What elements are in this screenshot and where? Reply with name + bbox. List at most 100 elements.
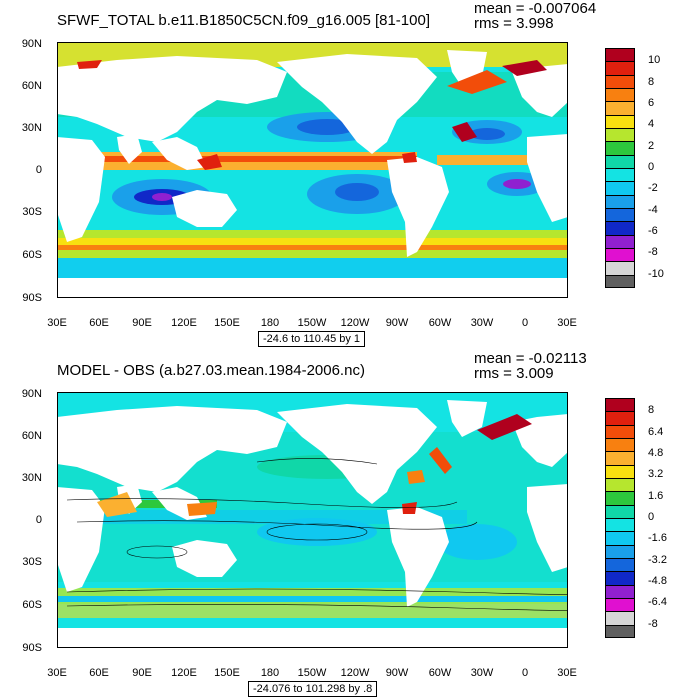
lon-label: 150E [214,317,240,329]
lon-label: 30E [557,317,577,329]
rms-value: rms = 3.998 [474,15,554,32]
contour-range-label: -24.076 to 101.298 by .8 [248,681,378,697]
colorbar-swatch [606,478,634,493]
lon-label: 30E [47,317,67,329]
colorbar-label: 3.2 [648,468,664,481]
colorbar-swatch [606,168,634,183]
colorbar-label: -6.4 [648,596,667,609]
colorbar-swatch [606,585,634,599]
colorbar-label: -2 [648,182,658,195]
colorbar-label: 4.8 [648,447,664,459]
colorbar-swatch [606,88,634,103]
colorbar-label: -4 [648,203,658,216]
colorbar-swatch [606,248,634,263]
colorbar-swatch [606,195,634,209]
lat-label: 30S [22,206,42,218]
lat-label: 90S [22,292,42,304]
colorbar-label: 6 [648,97,655,109]
lon-label: 120E [171,667,197,679]
colorbar [605,48,635,288]
lat-label: 60N [21,80,42,92]
colorbar-swatch [606,262,634,276]
lat-label: 60S [22,249,42,261]
colorbar-swatch [606,438,634,453]
colorbar-swatch [606,598,634,613]
lon-label: 30W [470,667,494,679]
colorbar-label: 10 [648,54,661,67]
lat-label: 30N [21,122,42,134]
colorbar-label: 2 [648,139,655,152]
map-plot [57,42,568,298]
lon-label: 0 [521,667,529,679]
colorbar-swatch [606,128,634,143]
colorbar-swatch [606,465,634,479]
lon-label: 90E [132,667,152,679]
lon-label: 150E [214,667,240,679]
colorbar-swatch [606,545,634,559]
colorbar-label: 0 [648,161,655,173]
colorbar-swatch [606,412,634,426]
lon-label: 180 [260,667,280,679]
lat-label: 0 [35,514,42,526]
panel-title: SFWF_TOTAL b.e11.B1850C5CN.f09_g16.005 [… [57,12,430,29]
colorbar-swatch [606,492,634,506]
lon-label: 120W [340,317,370,329]
colorbar-swatch [606,572,634,586]
panel-model-minus-obs: MODEL - OBS (a.b27.03.mean.1984-2006.nc)… [0,350,700,700]
lon-label: 90W [385,667,409,679]
colorbar-swatch [606,155,634,169]
lon-label: 150W [297,317,327,329]
rms-value: rms = 3.009 [474,365,554,382]
lon-label: 60W [428,317,452,329]
panel-title: MODEL - OBS (a.b27.03.mean.1984-2006.nc) [57,362,365,379]
map-frame [57,392,568,648]
mean-value: mean = -0.007064 [474,0,597,17]
colorbar-label: -6 [648,225,658,237]
colorbar-swatch [606,558,634,573]
lon-label: 90E [132,317,152,329]
colorbar-label: -4.8 [648,575,667,587]
colorbar-swatch [606,182,634,196]
lat-label: 60S [22,599,42,611]
colorbar-label: -8 [648,246,658,259]
colorbar-label: 6.4 [648,425,664,438]
colorbar-swatch [606,518,634,533]
lat-label: 90S [22,642,42,654]
colorbar-swatch [606,235,634,249]
lon-label: 120E [171,317,197,329]
colorbar-label: 0 [648,511,655,523]
colorbar-swatch [606,208,634,223]
mean-value: mean = -0.02113 [474,350,587,367]
lat-label: 30N [21,472,42,484]
lon-label: 30E [557,667,577,679]
colorbar-swatch [606,115,634,129]
lon-label: 60E [89,317,109,329]
colorbar-swatch [606,222,634,236]
lon-label: 60E [89,667,109,679]
colorbar-swatch [606,102,634,116]
map-plot [57,392,568,648]
colorbar-swatch [606,49,634,63]
colorbar-swatch [606,612,634,626]
colorbar-label: -8 [648,617,658,630]
colorbar-label: 8 [648,75,655,88]
colorbar [605,398,635,638]
colorbar-label: 4 [648,118,655,131]
lon-label: 30E [47,667,67,679]
lat-label: 90N [21,388,42,400]
panel-sfwf-total: SFWF_TOTAL b.e11.B1850C5CN.f09_g16.005 [… [21,0,664,347]
contour-range-label: -24.6 to 110.45 by 1 [258,331,366,347]
colorbar-label: 8 [648,404,655,417]
lat-label: 90N [21,38,42,50]
map-frame [57,42,568,298]
colorbar-swatch [606,505,634,519]
lon-label: 0 [521,317,529,329]
colorbar-label: -10 [648,267,664,280]
colorbar-swatch [606,142,634,156]
colorbar-swatch [606,452,634,466]
colorbar-label: 1.6 [648,489,664,502]
lat-label: 60N [21,430,42,442]
lon-label: 120W [340,667,370,679]
lon-label: 180 [260,317,280,329]
lat-label: 0 [35,164,42,176]
